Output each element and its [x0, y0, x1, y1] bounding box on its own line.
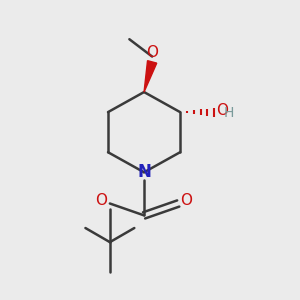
Text: O: O — [181, 193, 193, 208]
Text: H: H — [224, 106, 234, 120]
Text: O: O — [146, 45, 158, 60]
Text: O: O — [95, 193, 107, 208]
Polygon shape — [144, 61, 157, 92]
Text: O: O — [216, 103, 228, 118]
Text: N: N — [137, 163, 151, 181]
